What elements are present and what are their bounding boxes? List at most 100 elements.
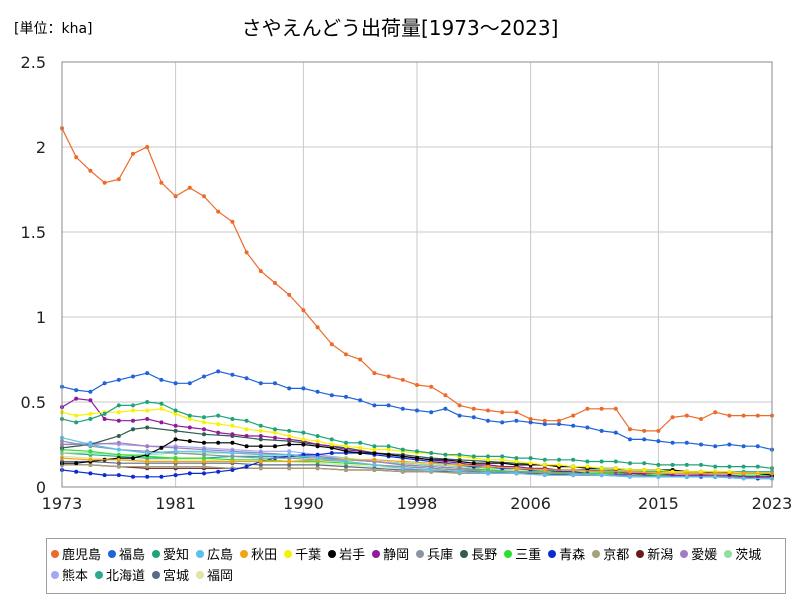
data-point xyxy=(230,468,235,472)
data-point xyxy=(273,430,277,435)
data-point xyxy=(315,452,320,457)
data-point xyxy=(443,393,448,398)
data-point xyxy=(571,464,576,469)
data-point xyxy=(457,403,462,408)
data-point xyxy=(116,377,121,382)
legend-item: 静岡 xyxy=(372,543,409,564)
axes: 1973 1981 1990 1998 2006 2015 2023 0 0.5 1 1.5 2 2.5 xyxy=(21,53,793,513)
data-point xyxy=(145,451,150,455)
data-point xyxy=(642,437,647,442)
series-鹿児島 xyxy=(60,126,774,433)
data-point xyxy=(429,410,434,415)
data-point xyxy=(145,408,150,413)
data-point xyxy=(500,461,505,466)
data-point xyxy=(116,403,121,408)
data-point xyxy=(741,444,746,449)
data-point xyxy=(116,440,121,445)
legend-item: 広島 xyxy=(196,543,233,564)
data-point xyxy=(670,469,675,474)
data-point xyxy=(216,430,221,435)
data-point xyxy=(116,177,121,182)
data-point xyxy=(173,408,178,413)
data-point xyxy=(230,459,235,464)
data-point xyxy=(202,456,206,461)
data-point xyxy=(372,371,377,376)
data-point xyxy=(400,377,405,382)
data-point xyxy=(329,437,334,442)
plot-frame xyxy=(61,61,773,488)
data-point xyxy=(173,411,178,416)
data-point xyxy=(457,462,462,467)
data-point xyxy=(230,372,235,377)
legend-item: 京都 xyxy=(592,543,629,564)
data-point xyxy=(287,292,292,297)
data-point xyxy=(542,457,547,462)
data-point xyxy=(315,439,320,444)
legend-marker xyxy=(548,549,557,558)
data-point xyxy=(571,473,576,478)
data-point xyxy=(116,434,121,438)
data-point xyxy=(88,411,93,416)
legend-marker xyxy=(95,570,104,579)
data-point xyxy=(599,459,604,464)
data-point xyxy=(88,168,93,173)
data-point xyxy=(386,403,391,408)
data-point xyxy=(372,403,377,408)
data-point xyxy=(230,432,235,437)
data-point xyxy=(699,462,703,467)
data-point xyxy=(301,430,306,435)
data-point xyxy=(216,369,221,374)
data-point xyxy=(145,464,150,469)
data-point xyxy=(102,473,107,478)
legend-marker xyxy=(284,549,293,558)
data-point xyxy=(372,451,377,455)
data-point xyxy=(684,413,689,418)
data-point xyxy=(358,445,363,450)
data-point xyxy=(557,462,561,467)
data-point xyxy=(173,456,178,461)
data-point xyxy=(287,442,292,447)
data-point xyxy=(74,388,79,393)
data-point xyxy=(102,180,107,185)
data-point xyxy=(528,461,533,466)
data-point xyxy=(344,440,348,445)
data-point xyxy=(344,352,348,357)
data-point xyxy=(258,437,263,442)
data-point xyxy=(713,444,718,449)
data-point xyxy=(273,427,277,432)
data-point xyxy=(145,425,150,430)
data-point xyxy=(116,410,121,415)
legend-marker xyxy=(372,549,381,558)
data-point xyxy=(258,462,263,467)
data-point xyxy=(429,468,434,472)
data-point xyxy=(599,428,604,433)
data-point xyxy=(358,398,363,403)
data-point xyxy=(542,473,547,478)
legend-marker xyxy=(152,549,161,558)
data-point xyxy=(443,457,448,462)
data-point xyxy=(471,454,476,459)
data-point xyxy=(230,423,235,428)
data-point xyxy=(202,194,206,199)
data-point xyxy=(415,456,419,461)
data-point xyxy=(131,456,135,461)
legend-label: 北海道 xyxy=(106,569,146,584)
data-point xyxy=(344,394,348,399)
data-point xyxy=(727,464,732,469)
data-point xyxy=(258,269,263,274)
data-point xyxy=(244,444,249,449)
data-point xyxy=(173,473,178,478)
data-point xyxy=(684,440,689,445)
legend-item: 三重 xyxy=(504,543,541,564)
data-point xyxy=(173,194,178,199)
data-point xyxy=(372,447,377,452)
data-point xyxy=(102,381,107,386)
data-point xyxy=(273,444,277,449)
data-point xyxy=(486,408,490,413)
data-point xyxy=(131,403,135,408)
data-point xyxy=(727,469,732,474)
data-point xyxy=(173,449,178,454)
data-point xyxy=(315,434,320,438)
data-point xyxy=(528,456,533,461)
y-tick-label: 2.5 xyxy=(21,53,46,72)
